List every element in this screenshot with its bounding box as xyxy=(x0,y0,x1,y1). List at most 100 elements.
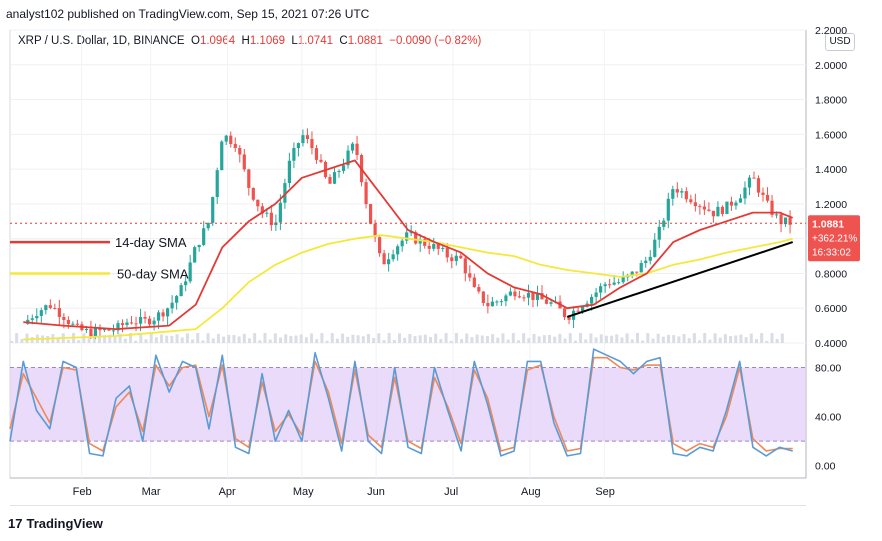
candle-body xyxy=(39,310,43,316)
volume-bar xyxy=(222,336,226,343)
volume-bar xyxy=(253,333,257,343)
volume-bar xyxy=(615,334,619,343)
candle-body xyxy=(635,271,639,273)
volume-bar xyxy=(444,333,448,343)
stoch-tick-label: 0.00 xyxy=(815,461,836,473)
candle-body xyxy=(716,206,720,217)
volume-bar xyxy=(134,340,138,343)
volume-bar xyxy=(113,336,117,343)
volume-bar xyxy=(501,333,505,343)
candle-body xyxy=(707,209,711,211)
candle-body xyxy=(666,198,670,221)
volume-bar xyxy=(516,340,520,343)
candle-body xyxy=(725,201,729,214)
candle-body xyxy=(445,247,449,258)
candle-body xyxy=(256,199,260,207)
volume-bar xyxy=(656,333,660,343)
candle-body xyxy=(567,317,571,320)
volume-bar xyxy=(480,335,484,343)
volume-bar xyxy=(739,334,743,343)
candle-body xyxy=(689,199,693,203)
candle-body xyxy=(454,255,458,262)
volume-bar xyxy=(496,337,500,343)
volume-bar xyxy=(780,333,784,343)
stoch-tick-label: 40.00 xyxy=(815,412,841,424)
price-tick-label: 0.8000 xyxy=(815,268,847,280)
candle-body xyxy=(432,244,436,249)
candle-body xyxy=(662,220,666,227)
volume-bar xyxy=(563,338,567,343)
candle-body xyxy=(396,246,400,255)
candle-body xyxy=(599,286,603,293)
volume-bar xyxy=(118,333,122,343)
candle-body xyxy=(260,206,264,214)
volume-bar xyxy=(703,333,707,343)
candle-body xyxy=(720,206,725,214)
volume-bar xyxy=(672,335,676,343)
candle-body xyxy=(752,177,756,179)
volume-bar xyxy=(66,339,70,343)
volume-bar xyxy=(361,336,365,343)
candle-body xyxy=(57,308,61,317)
candle-body xyxy=(468,273,472,278)
volume-bar xyxy=(760,333,764,343)
candle-body xyxy=(346,150,350,166)
volume-bar xyxy=(268,339,272,343)
volume-bar xyxy=(227,334,231,343)
candle-body xyxy=(788,217,792,225)
candle-body xyxy=(590,296,594,304)
volume-bar xyxy=(434,333,438,343)
high-value: 1.1069 xyxy=(249,35,286,47)
volume-bar xyxy=(537,336,541,343)
candle-body xyxy=(71,323,75,325)
price-tick-label: 1.6000 xyxy=(815,129,847,141)
candle-body xyxy=(170,302,174,309)
candle-body xyxy=(98,327,102,331)
volume-bar xyxy=(522,333,526,343)
candle-body xyxy=(761,192,765,195)
volume-bar xyxy=(573,340,577,343)
candle-body xyxy=(355,143,359,156)
currency-button[interactable]: USD xyxy=(825,33,855,51)
candle-body xyxy=(48,305,52,308)
candle-body xyxy=(278,202,282,223)
candle-body xyxy=(463,258,467,274)
volume-bar xyxy=(770,333,774,343)
candle-body xyxy=(188,262,192,282)
tradingview-logo[interactable]: 17 TradingView xyxy=(8,516,103,531)
candle-body xyxy=(459,255,463,259)
candle-body xyxy=(747,177,752,188)
candle-body xyxy=(671,189,675,199)
candle-body xyxy=(477,287,481,292)
candle-body xyxy=(436,244,440,249)
volume-bar xyxy=(511,333,515,343)
candle-body xyxy=(418,239,422,244)
candle-body xyxy=(310,139,314,149)
volume-bar xyxy=(553,336,557,343)
volume-bar xyxy=(667,334,671,343)
candle-body xyxy=(513,291,517,297)
candle-body xyxy=(247,169,251,188)
volume-bar xyxy=(449,340,453,343)
volume-bar xyxy=(46,336,50,343)
sma50-line xyxy=(23,234,793,341)
volume-bar xyxy=(10,341,13,343)
volume-bar xyxy=(718,337,722,343)
candle-body xyxy=(314,148,319,160)
volume-bar xyxy=(279,337,283,343)
candle-body xyxy=(175,296,179,303)
volume-bar xyxy=(310,333,314,343)
symbol-title: XRP / U.S. Dollar, 1D, BINANCE xyxy=(18,35,185,47)
volume-bar xyxy=(403,337,407,343)
volume-bar xyxy=(729,335,733,343)
low-value: 1.0741 xyxy=(297,35,333,47)
candle-body xyxy=(251,187,255,200)
volume-bar xyxy=(392,339,396,343)
candle-body xyxy=(770,200,774,215)
volume-bar xyxy=(687,338,691,343)
candle-body xyxy=(535,293,540,300)
candle-body xyxy=(472,277,476,288)
volume-bar xyxy=(429,336,433,343)
volume-bar xyxy=(418,335,422,343)
